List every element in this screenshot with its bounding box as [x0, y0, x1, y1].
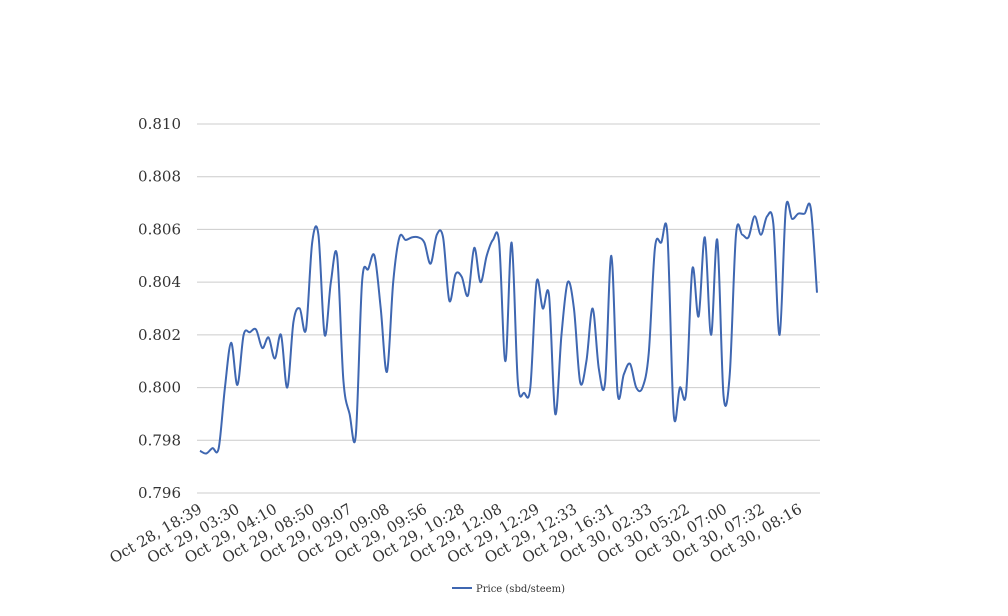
series-line-price [199, 200, 818, 455]
y-tick-label: 0.808 [138, 168, 181, 186]
y-axis-tick-labels: 0.796 0.798 0.800 0.802 0.804 0.806 0.808 0.810 [138, 115, 181, 502]
y-tick-label: 0.800 [138, 379, 181, 397]
y-tick-label: 0.806 [138, 220, 181, 238]
series-lines [199, 200, 818, 455]
legend: Price (sbd/steem) [452, 584, 565, 595]
y-tick-label: 0.796 [138, 484, 181, 502]
y-tick-label: 0.810 [138, 115, 181, 133]
y-tick-label: 0.802 [138, 326, 181, 344]
y-tick-label: 0.804 [138, 273, 181, 291]
y-tick-label: 0.798 [138, 431, 181, 449]
legend-label-price: Price (sbd/steem) [476, 584, 565, 595]
